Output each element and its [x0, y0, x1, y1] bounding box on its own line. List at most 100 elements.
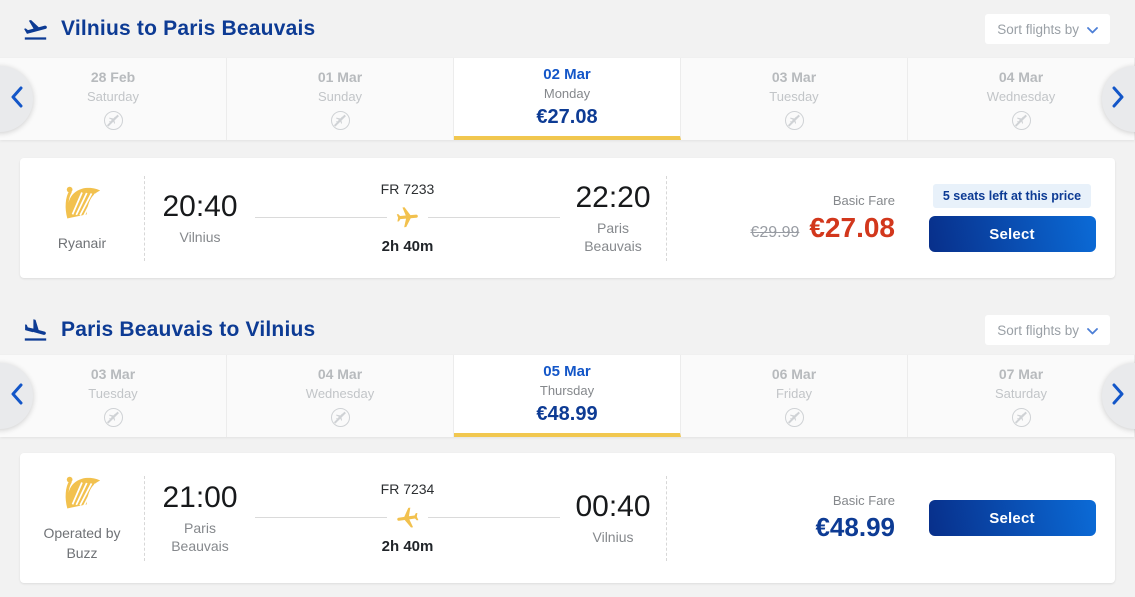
discounted-price: €27.08: [809, 211, 895, 243]
no-flight-icon: [330, 407, 350, 427]
departure-time: 21:00: [162, 480, 238, 514]
date-price: €48.99: [536, 402, 598, 425]
action-block: 5 seats left at this price Select: [909, 158, 1115, 278]
chevron-right-icon: [1112, 86, 1125, 113]
departure-city: Paris Beauvais: [171, 519, 229, 554]
outbound-header: Vilnius to Paris Beauvais Sort flights b…: [0, 0, 1135, 58]
divider: [666, 175, 667, 261]
route-block: FR 7234 2h 40m: [255, 453, 560, 583]
date-tab[interactable]: 06 Mar Friday: [681, 355, 908, 437]
select-button[interactable]: Select: [928, 216, 1096, 252]
price: €48.99: [815, 512, 895, 542]
route-line: [255, 205, 560, 230]
chevron-left-icon: [10, 86, 23, 113]
date-tab[interactable]: 04 Mar Wednesday: [908, 58, 1135, 140]
date-label: 28 Feb: [90, 68, 136, 85]
page-title: Paris Beauvais to Vilnius: [22, 317, 315, 344]
route-block: FR 7233 2h 40m: [255, 158, 560, 278]
arrival-city: Paris Beauvais: [584, 219, 642, 254]
date-label: 01 Mar: [317, 68, 363, 85]
date-label: 03 Mar: [90, 365, 136, 382]
ryanair-harp-icon: [61, 473, 103, 516]
date-tab-selected[interactable]: 02 Mar Monday €27.08: [454, 58, 681, 140]
flight-land-icon: [22, 317, 49, 344]
chevron-left-icon: [10, 383, 23, 410]
no-flight-icon: [1011, 110, 1031, 130]
action-block: Select: [909, 453, 1115, 583]
sort-flights-dropdown[interactable]: Sort flights by: [985, 14, 1110, 44]
date-label: 04 Mar: [998, 68, 1044, 85]
fare-label: Basic Fare: [832, 192, 895, 208]
date-tab[interactable]: 07 Mar Saturday: [908, 355, 1135, 437]
date-tab-selected[interactable]: 05 Mar Thursday €48.99: [454, 355, 681, 437]
airline-block: Operated by Buzz: [20, 453, 144, 583]
day-label: Tuesday: [88, 385, 138, 401]
no-flight-icon: [784, 110, 804, 130]
plane-icon: [395, 505, 420, 530]
day-label: Wednesday: [305, 385, 375, 401]
departure-city: Vilnius: [179, 228, 221, 245]
section-title: Vilnius to Paris Beauvais: [61, 17, 316, 40]
departure-time: 20:40: [162, 189, 238, 223]
outbound-section: Vilnius to Paris Beauvais Sort flights b…: [0, 0, 1135, 278]
original-price: €29.99: [750, 223, 800, 241]
date-tab[interactable]: 01 Mar Sunday: [227, 58, 454, 140]
fare-label: Basic Fare: [832, 493, 895, 508]
departure-block: 21:00 Paris Beauvais: [145, 453, 255, 583]
date-price: €27.08: [536, 105, 598, 128]
arrival-city: Vilnius: [592, 528, 634, 545]
date-tab[interactable]: 03 Mar Tuesday: [0, 355, 227, 437]
day-label: Tuesday: [769, 88, 819, 104]
day-label: Saturday: [994, 385, 1048, 401]
flight-duration: 2h 40m: [381, 538, 434, 555]
plane-icon: [395, 205, 420, 230]
flight-number: FR 7234: [380, 481, 435, 497]
divider: [666, 475, 667, 561]
airline-label: Ryanair: [57, 234, 107, 251]
outbound-date-carousel: 28 Feb Saturday 01 Mar Sunday 02 Mar Mon…: [0, 58, 1135, 140]
no-flight-icon: [784, 407, 804, 427]
date-label: 02 Mar: [543, 65, 591, 83]
date-label: 03 Mar: [771, 68, 817, 85]
arrival-block: 00:40 Vilnius: [560, 453, 666, 583]
date-label: 05 Mar: [543, 362, 591, 380]
date-tab[interactable]: 03 Mar Tuesday: [681, 58, 908, 140]
airline-block: Ryanair: [20, 158, 144, 278]
flight-takeoff-icon: [22, 16, 49, 43]
day-label: Sunday: [317, 88, 363, 104]
no-flight-icon: [330, 110, 350, 130]
select-button[interactable]: Select: [928, 500, 1096, 536]
departure-block: 20:40 Vilnius: [145, 158, 255, 278]
flight-number: FR 7233: [380, 181, 435, 197]
inbound-header: Paris Beauvais to Vilnius Sort flights b…: [0, 305, 1135, 355]
day-label: Monday: [543, 85, 591, 101]
divider: [144, 475, 145, 561]
date-label: 06 Mar: [771, 365, 817, 382]
flight-card: Operated by Buzz 21:00 Paris Beauvais FR…: [20, 453, 1115, 583]
date-tab[interactable]: 28 Feb Saturday: [0, 58, 227, 140]
inbound-date-carousel: 03 Mar Tuesday 04 Mar Wednesday 05 Mar T…: [0, 355, 1135, 437]
sort-label: Sort flights by: [997, 322, 1079, 338]
day-label: Wednesday: [986, 88, 1056, 104]
day-label: Thursday: [539, 382, 595, 398]
arrival-time: 22:20: [575, 180, 651, 214]
route-line: [255, 505, 560, 530]
chevron-right-icon: [1112, 383, 1125, 410]
arrival-time: 00:40: [575, 489, 651, 523]
page-title: Vilnius to Paris Beauvais: [22, 16, 315, 43]
date-label: 04 Mar: [317, 365, 363, 382]
inbound-section: Paris Beauvais to Vilnius Sort flights b…: [0, 305, 1135, 583]
arrival-block: 22:20 Paris Beauvais: [560, 158, 666, 278]
sort-flights-dropdown[interactable]: Sort flights by: [985, 315, 1110, 345]
no-flight-icon: [103, 110, 123, 130]
no-flight-icon: [1011, 407, 1031, 427]
sort-label: Sort flights by: [997, 21, 1079, 37]
divider: [144, 175, 145, 261]
flight-duration: 2h 40m: [381, 238, 434, 255]
date-label: 07 Mar: [998, 365, 1044, 382]
section-title: Paris Beauvais to Vilnius: [61, 318, 316, 341]
date-tab[interactable]: 04 Mar Wednesday: [227, 355, 454, 437]
flight-card: Ryanair 20:40 Vilnius FR 7233 2h 40m 22:…: [20, 158, 1115, 278]
day-label: Friday: [775, 385, 813, 401]
chevron-down-icon: [1087, 323, 1098, 338]
